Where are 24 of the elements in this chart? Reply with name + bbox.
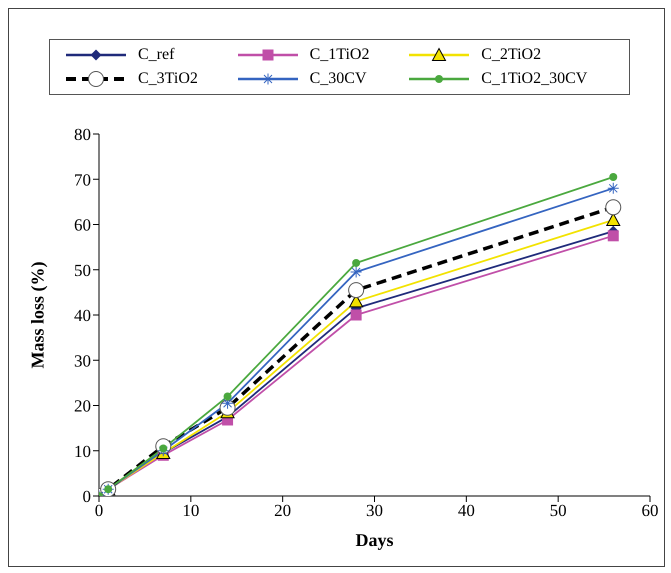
legend-label: C_1TiO2_30CV: [481, 70, 588, 88]
y-tick-label: 70: [74, 170, 91, 190]
legend-label: C_1TiO2: [310, 46, 370, 64]
y-tick-label: 80: [74, 125, 91, 144]
x-tick-label: 0: [94, 501, 104, 520]
legend-label: C_2TiO2: [481, 46, 542, 64]
y-tick-label: 10: [74, 442, 91, 461]
x-tick-label: 60: [642, 501, 658, 520]
y-tick-label: 0: [82, 487, 91, 506]
y-tick-label: 40: [74, 306, 91, 326]
x-tick-label: 50: [550, 501, 567, 520]
y-tick-label: 50: [74, 260, 91, 280]
x-axis-title: Days: [355, 530, 394, 550]
y-axis-title: Mass loss (%): [27, 261, 48, 368]
legend-label: C_3TiO2: [138, 70, 198, 88]
x-tick-label: 40: [458, 501, 475, 520]
x-tick-label: 20: [274, 501, 292, 520]
legend-label: C_ref: [138, 46, 174, 64]
x-tick-label: 10: [182, 501, 200, 520]
y-tick-label: 20: [74, 396, 91, 416]
y-tick-label: 60: [74, 216, 91, 235]
y-tick-label: 30: [74, 351, 91, 370]
legend-label: C_30CV: [310, 70, 366, 88]
x-tick-label: 30: [366, 501, 383, 520]
